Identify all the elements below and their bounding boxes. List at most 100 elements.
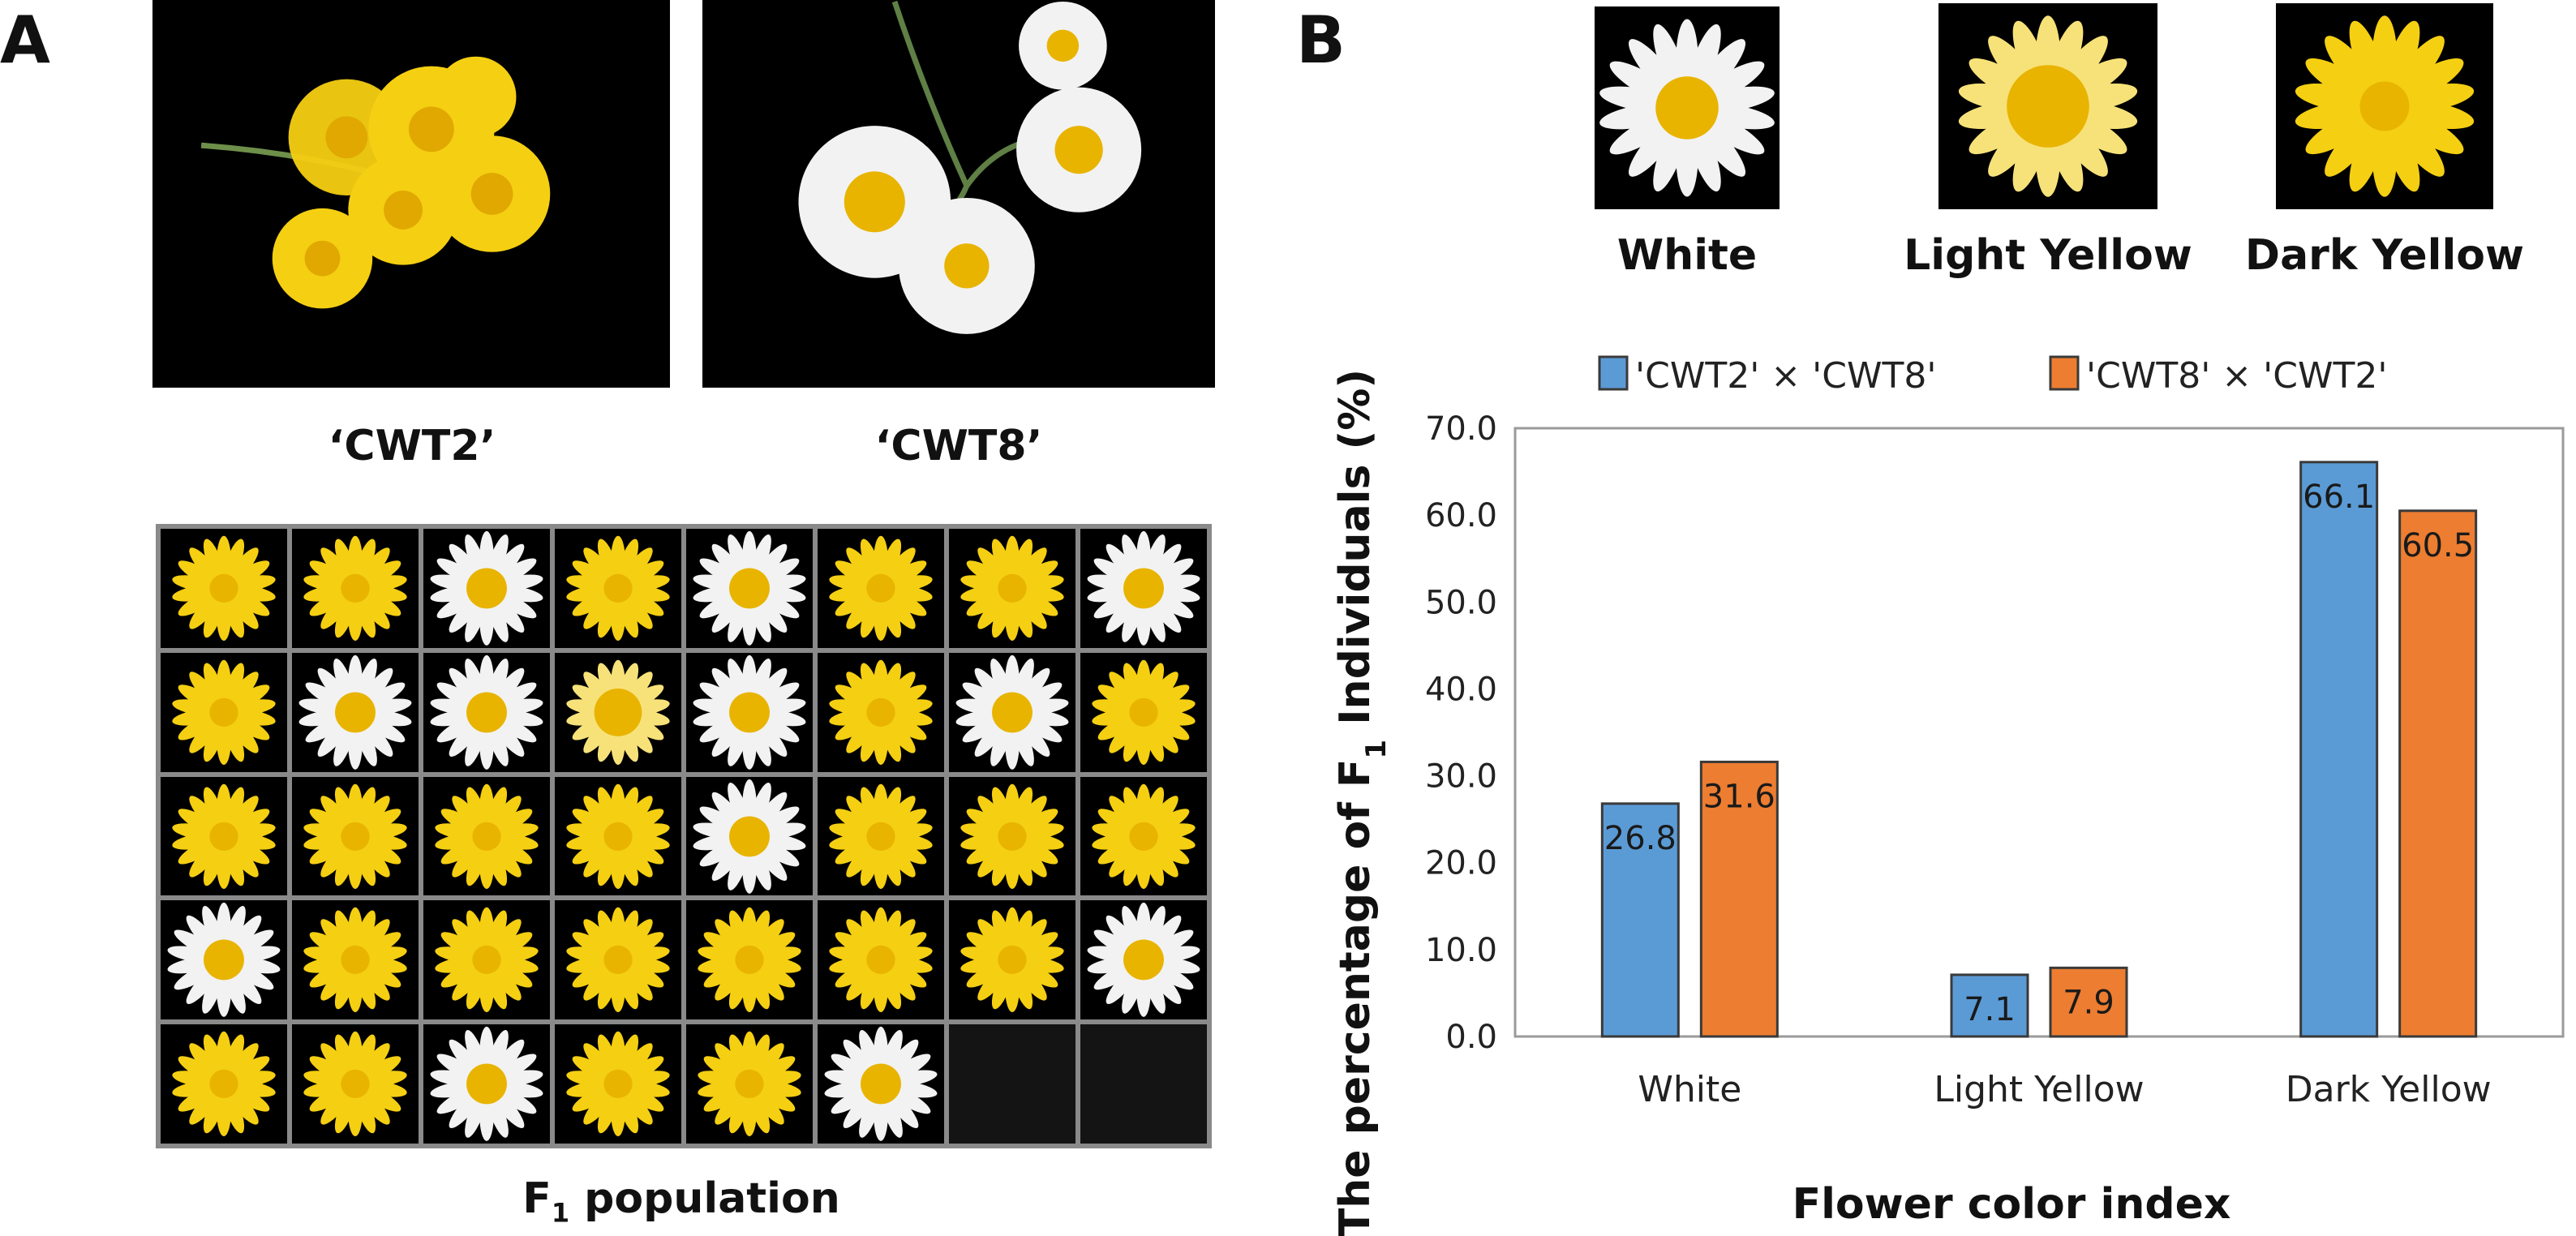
flower-disc-shape [603,822,633,851]
yellow-flower-cluster-image [200,56,551,309]
grid-cell-flower [423,1024,550,1144]
parent-caption-cwt8: ‘CWT8’ [874,422,1043,470]
y-axis-title: The percentage of F1 Individuals (%) [1331,369,1393,1236]
flower-center-shape [204,939,244,981]
flower-disc-shape [998,573,1027,603]
y-tick-label: 70.0 [1425,410,1497,448]
y-tick-label: 50.0 [1425,584,1497,621]
flower-center-shape [1123,568,1164,609]
parent-photo-cwt2 [152,0,670,388]
f1-flower-image [829,908,933,1013]
grid-cell-flower [949,776,1075,896]
f1-flower-image [303,535,407,641]
bar-series-2 [1699,760,1779,1038]
f1-flower-image [566,1031,670,1137]
grid-cell-flower [949,652,1075,772]
grid-cell-flower [292,776,419,896]
x-tick-label: Light Yellow [1934,1069,2144,1110]
grid-cell-flower [818,529,944,648]
flower-disc-shape [866,573,895,603]
legend-label: 'CWT2' × 'CWT8' [1635,355,1936,397]
grid-cell-flower [686,529,813,648]
f1-flower-image [824,1027,938,1142]
bar-value-label: 26.8 [1604,820,1677,857]
grid-cell-flower [686,900,813,1020]
y-tick-label: 30.0 [1425,758,1497,796]
flower-center-shape [466,568,507,609]
flower-center-shape [1655,76,1719,139]
grid-cell-flower [423,900,550,1020]
bar-series-1 [2299,461,2379,1038]
legend-label: 'CWT8' × 'CWT2' [2086,355,2387,397]
grid-cell-flower [555,529,681,648]
grid-cell-flower [555,776,681,896]
legend-swatch [2049,355,2080,391]
bar-series-1 [1600,802,1680,1038]
f1-flower-image [829,535,933,641]
flower-disc-shape [341,1069,370,1099]
grid-cell-flower [818,776,944,896]
f1-flower-image [1087,903,1200,1018]
f1-flower-image [430,530,543,646]
f1-flower-image [829,783,933,889]
y-tick-label: 60.0 [1425,497,1497,534]
flower-center-shape [861,1063,901,1105]
bar-value-label: 66.1 [2303,479,2375,516]
flower-disc-shape [866,946,895,975]
y-tick-label: 40.0 [1425,671,1497,708]
f1-flower-image [430,1027,543,1142]
flower-disc-shape [603,1069,633,1099]
f1-flower-image [693,779,806,894]
plot-area-frame [1513,427,2565,1038]
f1-flower-image [298,654,412,770]
white-flower-cluster-image [798,0,1142,334]
light-yellow-flower-swatch-image [1958,15,2138,197]
f1-flower-image [435,908,539,1013]
grid-cell-flower [818,1024,944,1144]
flower-disc-shape [1129,697,1158,727]
grid-cell-flower [1080,776,1207,896]
grid-cell-flower [818,652,944,772]
bar-value-label: 7.1 [1964,991,2016,1028]
f1-flower-image [430,654,543,770]
flower-center-shape [335,692,376,733]
f1-flower-image [960,535,1064,641]
flower-disc-shape [472,946,501,975]
grid-cell-empty [1080,1024,1207,1144]
grid-cell-flower [686,1024,813,1144]
grid-cell-flower [423,776,550,896]
grid-cell-flower [161,1024,287,1144]
grid-cell-flower [1080,652,1207,772]
parent-photo-cwt8 [702,0,1215,388]
f1-flower-image [303,908,407,1013]
f1-flower-image [566,659,670,765]
f1-flower-image [1087,530,1200,646]
f1-flower-image [693,654,806,770]
f1-flower-image [167,903,281,1018]
grid-cell-flower [949,529,1075,648]
flower-disc-shape [603,573,633,603]
flower-disc-shape [1129,822,1158,851]
grid-cell-flower [161,900,287,1020]
swatch-label-dark: Dark Yellow [2244,231,2525,280]
legend-swatch [1598,355,1629,391]
grid-cell-flower [555,1024,681,1144]
flower-center-shape [729,692,770,733]
f1-flower-image [303,783,407,889]
flower-center-shape [1123,939,1164,981]
f1-population-grid [156,524,1212,1148]
flower-disc-shape [209,1069,238,1099]
swatch-photo-light [1938,3,2157,209]
flower-disc-shape [341,573,370,603]
flower-disc-shape [209,822,238,851]
grid-cell-flower [292,900,419,1020]
grid-caption-sub: 1 [551,1197,570,1229]
f1-flower-image [172,535,276,641]
grid-cell-flower [161,652,287,772]
f1-flower-image [172,659,276,765]
grid-caption-main: F [522,1174,552,1223]
f1-flower-image [693,530,806,646]
f1-flower-image [698,1031,801,1137]
flower-disc-shape [866,697,895,727]
grid-cell-flower [555,652,681,772]
